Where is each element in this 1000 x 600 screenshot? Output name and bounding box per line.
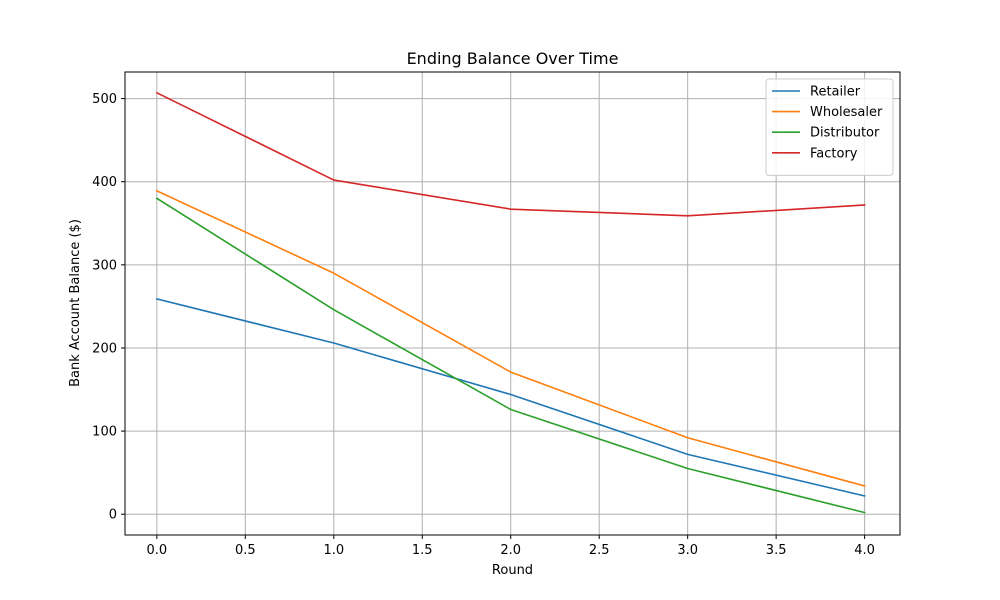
legend-label: Factory [810, 146, 858, 161]
legend-box [765, 78, 894, 176]
plot-frame [124, 71, 901, 536]
x-axis-label: Round [492, 563, 533, 578]
x-tick-label: 3.5 [766, 543, 787, 558]
y-tick-label: 400 [92, 175, 117, 190]
y-tick-label: 300 [92, 258, 117, 273]
x-tick-label: 0.0 [147, 543, 168, 558]
y-axis-label: Bank Account Balance ($) [68, 219, 83, 387]
x-tick-label: 3.0 [677, 543, 698, 558]
legend-label: Wholesaler [810, 105, 883, 120]
x-tick-label: 1.5 [412, 543, 433, 558]
series-line-distributor [155, 197, 866, 514]
y-axis-ticks: 0 100 200 300 400 500 [92, 92, 125, 523]
legend-label: Distributor [810, 126, 880, 141]
x-tick-label: 2.0 [500, 543, 521, 558]
series-line-factory [155, 91, 866, 217]
legend-label: Retailer [810, 85, 861, 100]
x-tick-label: 0.5 [235, 543, 256, 558]
series-line-wholesaler [155, 189, 866, 487]
x-tick-label: 2.5 [589, 543, 610, 558]
x-tick-label: 1.0 [323, 543, 344, 558]
y-tick-label: 500 [92, 92, 117, 107]
x-axis-ticks: 0.0 0.5 1.0 1.5 2.0 2.5 3.0 3.5 4.0 [147, 535, 875, 558]
chart-title: Ending Balance Over Time [407, 49, 619, 68]
y-tick-label: 100 [92, 425, 117, 440]
series-line-retailer [155, 297, 866, 497]
series-lines [155, 91, 866, 514]
legend: Retailer Wholesaler Distributor Factory [765, 78, 894, 176]
y-tick-label: 200 [92, 341, 117, 356]
grid [125, 72, 900, 535]
x-tick-label: 4.0 [854, 543, 875, 558]
y-tick-label: 0 [109, 508, 117, 523]
